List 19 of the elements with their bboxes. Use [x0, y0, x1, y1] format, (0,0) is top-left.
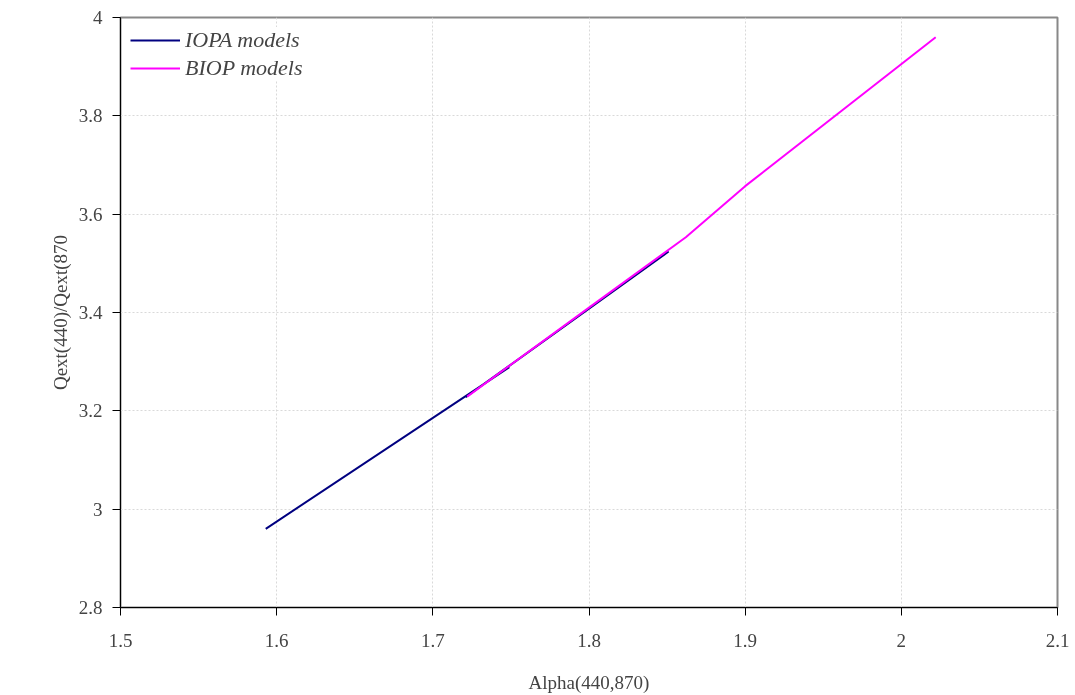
legend-label: IOPA models	[185, 27, 300, 53]
y-tick-label: 3.2	[78, 400, 103, 422]
y-tick-label: 3.6	[78, 203, 103, 225]
x-tick-label: 2	[896, 629, 907, 651]
x-tick-label: 1.7	[420, 629, 445, 651]
y-tick-label: 3.4	[78, 302, 103, 323]
y-tick-label: 3.8	[78, 105, 103, 127]
x-tick-label: 1.9	[733, 629, 758, 651]
x-tick-label: 1.8	[577, 629, 601, 651]
y-tick-label: 4	[93, 7, 103, 28]
x-tick-label: 1.6	[264, 629, 289, 651]
legend-label: BIOP models	[185, 55, 303, 81]
x-tick-label: 2.1	[1045, 629, 1070, 651]
line-series	[466, 36, 937, 398]
x-tick-label: 1.5	[108, 629, 133, 651]
x-axis-title: Alpha(440,870)	[528, 671, 650, 694]
y-tick-label: 3	[93, 498, 103, 520]
y-tick-label: 2.8	[78, 597, 103, 618]
y-axis-title: Qext(440)/Qext(870	[49, 234, 72, 391]
